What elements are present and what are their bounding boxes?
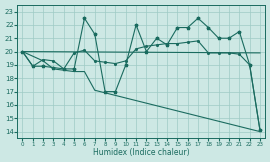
X-axis label: Humidex (Indice chaleur): Humidex (Indice chaleur) xyxy=(93,148,190,157)
